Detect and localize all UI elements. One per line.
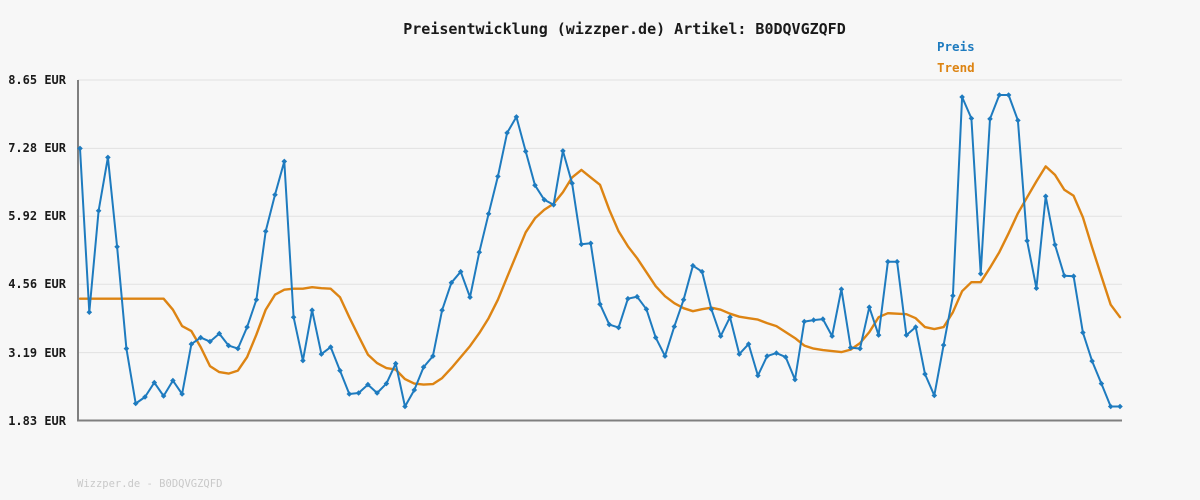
- y-axis-tick-2: 5.92 EUR: [8, 209, 66, 224]
- y-axis-tick-4: 3.19 EUR: [8, 345, 66, 360]
- y-axis-tick-0: 8.65 EUR: [8, 73, 66, 87]
- y-axis-tick-1: 7.28 EUR: [8, 141, 66, 156]
- page-title: Preisentwicklung (wizzper.de) Artikel: B…: [403, 20, 846, 38]
- axes: [77, 80, 1122, 422]
- legend-label-preis: Preis: [937, 39, 975, 54]
- legend-label-trend: Trend: [937, 60, 975, 75]
- y-axis-tick-3: 4.56 EUR: [8, 277, 66, 292]
- preis-line: [79, 94, 1121, 408]
- preis-markers: [77, 92, 1123, 410]
- trend-line: [78, 165, 1122, 386]
- footer-credit: Wizzper.de - B0DQVGZQFD: [77, 478, 223, 490]
- y-axis-tick-5: 1.83 EUR: [8, 413, 66, 428]
